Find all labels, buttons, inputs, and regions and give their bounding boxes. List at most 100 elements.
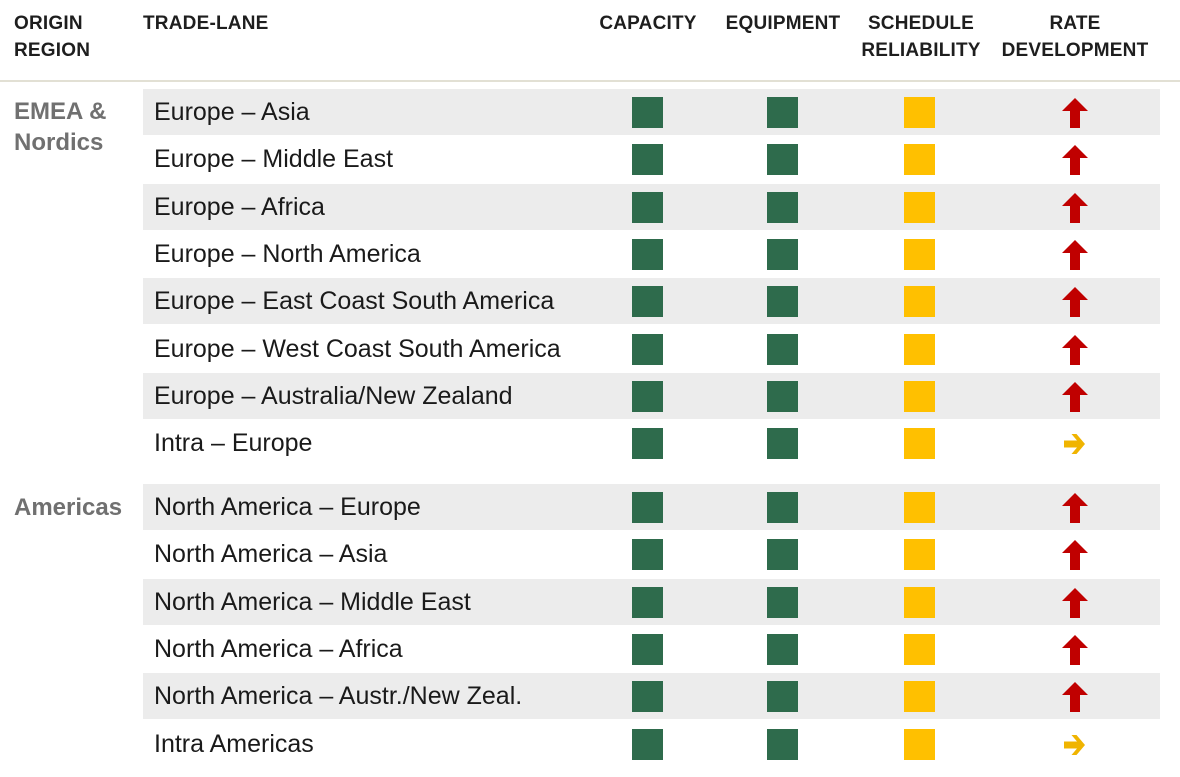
capacity-status-square bbox=[632, 238, 663, 270]
region-label-line: Nordics bbox=[14, 129, 104, 156]
equipment-status-square bbox=[767, 286, 798, 318]
trade-lane-label: Europe – North America bbox=[154, 239, 421, 268]
header-schedule-reliability-line-1: SCHEDULE bbox=[867, 13, 975, 34]
equipment-status-square bbox=[767, 633, 798, 665]
schedule-reliability-status-square bbox=[904, 191, 935, 223]
arrow-up-icon bbox=[1059, 539, 1091, 571]
header-origin-region-line-1: ORIGIN bbox=[14, 13, 83, 34]
header-rate-development: RATE DEVELOPMENT bbox=[992, 10, 1158, 64]
equipment-status-square bbox=[767, 238, 798, 270]
equipment-status-square bbox=[767, 728, 798, 760]
schedule-reliability-status-square bbox=[904, 286, 935, 318]
region-label: EMEA & Nordics bbox=[14, 96, 106, 158]
capacity-status-square bbox=[632, 428, 663, 460]
table-row: North America – Middle East bbox=[143, 578, 1160, 625]
trade-lane-label: Europe – Africa bbox=[154, 192, 325, 221]
schedule-reliability-status-square bbox=[904, 681, 935, 713]
region-label-line: Americas bbox=[14, 494, 123, 521]
arrow-up-icon bbox=[1059, 587, 1091, 619]
table-row: Europe – North America bbox=[143, 231, 1160, 277]
equipment-status-square bbox=[767, 428, 798, 460]
header-rate-development-line-1: RATE bbox=[1049, 13, 1101, 34]
table-row: Europe – Australia/New Zealand bbox=[143, 372, 1160, 419]
region-label: Americas bbox=[14, 492, 122, 523]
table-row: Europe – Africa bbox=[143, 183, 1160, 230]
header-capacity: CAPACITY bbox=[599, 13, 697, 34]
capacity-status-square bbox=[632, 633, 663, 665]
table-row: Europe – West Coast South America bbox=[143, 326, 1160, 372]
capacity-status-square bbox=[632, 144, 663, 176]
header-schedule-reliability-line-2: RELIABILITY bbox=[861, 40, 981, 61]
equipment-status-square bbox=[767, 492, 798, 523]
schedule-reliability-status-square bbox=[904, 428, 935, 460]
trade-lane-label: Intra Americas bbox=[154, 729, 314, 758]
equipment-status-square bbox=[767, 586, 798, 618]
capacity-status-square bbox=[632, 728, 663, 760]
schedule-reliability-status-square bbox=[904, 492, 935, 523]
equipment-status-square bbox=[767, 333, 798, 365]
trade-lane-label: Intra – Europe bbox=[154, 429, 313, 458]
arrow-up-icon bbox=[1059, 286, 1091, 318]
capacity-status-square bbox=[632, 97, 663, 128]
equipment-status-square bbox=[767, 97, 798, 128]
schedule-reliability-status-square bbox=[904, 144, 935, 176]
capacity-status-square bbox=[632, 539, 663, 571]
trade-lane-label: Europe – Asia bbox=[154, 98, 310, 126]
schedule-reliability-status-square bbox=[904, 380, 935, 412]
capacity-status-square bbox=[632, 586, 663, 618]
table-row: Europe – Middle East bbox=[143, 136, 1160, 182]
table-row: North America – Africa bbox=[143, 626, 1160, 672]
capacity-status-square bbox=[632, 333, 663, 365]
arrow-up-icon bbox=[1059, 634, 1091, 666]
arrow-up-icon bbox=[1059, 97, 1091, 129]
equipment-status-square bbox=[767, 681, 798, 713]
capacity-status-square bbox=[632, 681, 663, 713]
equipment-status-square bbox=[767, 144, 798, 176]
schedule-reliability-status-square bbox=[904, 728, 935, 760]
schedule-reliability-status-square bbox=[904, 633, 935, 665]
schedule-reliability-status-square bbox=[904, 539, 935, 571]
capacity-status-square bbox=[632, 286, 663, 318]
table-row: Europe – Asia bbox=[143, 89, 1160, 135]
header-origin-region: ORIGIN REGION bbox=[14, 10, 90, 64]
schedule-reliability-status-square bbox=[904, 333, 935, 365]
header-equipment: EQUIPMENT bbox=[725, 13, 841, 34]
arrow-right-icon bbox=[1059, 729, 1091, 761]
equipment-status-square bbox=[767, 539, 798, 571]
trade-lane-label: Europe – West Coast South America bbox=[154, 334, 561, 363]
header-origin-region-line-2: REGION bbox=[14, 40, 91, 61]
schedule-reliability-status-square bbox=[904, 238, 935, 270]
region-label-line: EMEA & bbox=[14, 98, 107, 125]
schedule-reliability-status-square bbox=[904, 97, 935, 128]
schedule-reliability-status-square bbox=[904, 586, 935, 618]
arrow-up-icon bbox=[1059, 681, 1091, 713]
header-divider bbox=[0, 80, 1180, 82]
arrow-up-icon bbox=[1059, 334, 1091, 366]
trade-lane-label: North America – Asia bbox=[154, 540, 388, 569]
arrow-up-icon bbox=[1059, 381, 1091, 413]
header-rate-development-line-2: DEVELOPMENT bbox=[1001, 40, 1149, 61]
header-schedule-reliability: SCHEDULE RELIABILITY bbox=[856, 10, 986, 64]
table-row: North America – Asia bbox=[143, 531, 1160, 577]
trade-lane-label: North America – Austr./New Zeal. bbox=[154, 682, 523, 711]
capacity-status-square bbox=[632, 191, 663, 223]
table-row: Europe – East Coast South America bbox=[143, 278, 1160, 325]
capacity-status-square bbox=[632, 492, 663, 523]
trade-lane-label: North America – Middle East bbox=[154, 587, 471, 616]
table-row: North America – Austr./New Zeal. bbox=[143, 673, 1160, 720]
table-row: Intra – Europe bbox=[143, 420, 1160, 466]
table-row: Intra Americas bbox=[143, 721, 1160, 767]
table-row: North America – Europe bbox=[143, 484, 1160, 530]
trade-lane-label: Europe – Middle East bbox=[154, 145, 394, 174]
arrow-right-icon bbox=[1059, 428, 1091, 460]
trade-lane-label: North America – Africa bbox=[154, 634, 403, 663]
arrow-up-icon bbox=[1059, 239, 1091, 271]
arrow-up-icon bbox=[1059, 492, 1091, 524]
header-trade-lane: TRADE-LANE bbox=[143, 13, 269, 34]
equipment-status-square bbox=[767, 380, 798, 412]
trade-lane-label: Europe – East Coast South America bbox=[154, 287, 555, 316]
equipment-status-square bbox=[767, 191, 798, 223]
trade-lane-label: Europe – Australia/New Zealand bbox=[154, 381, 513, 410]
arrow-up-icon bbox=[1059, 144, 1091, 176]
capacity-status-square bbox=[632, 380, 663, 412]
